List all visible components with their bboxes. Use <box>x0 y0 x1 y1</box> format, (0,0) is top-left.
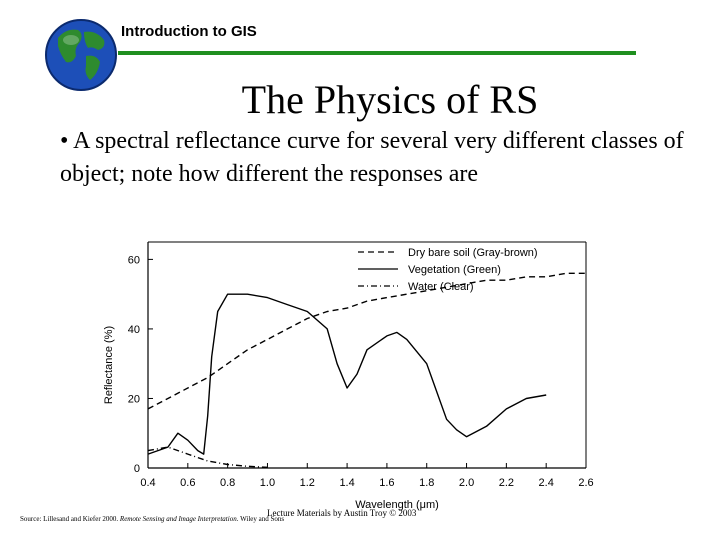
source-citation: Source: Lillesand and Kiefer 2000. Remot… <box>20 515 284 523</box>
x-tick-label: 0.8 <box>220 477 235 489</box>
x-tick-label: 2.6 <box>578 477 593 489</box>
y-tick-label: 0 <box>134 463 140 475</box>
bullet-text: • A spectral reflectance curve for sever… <box>60 128 684 187</box>
source-suffix: . Wiley and Sons <box>236 515 285 523</box>
source-title: Remote Sensing and Image Interpretation <box>119 515 237 523</box>
x-tick-label: 1.2 <box>300 477 315 489</box>
header-rule <box>118 51 636 55</box>
y-tick-label: 20 <box>128 393 140 405</box>
globe-logo <box>44 18 118 92</box>
y-tick-label: 60 <box>128 254 140 266</box>
x-tick-label: 1.6 <box>379 477 394 489</box>
series-line-1 <box>147 272 586 410</box>
x-tick-label: 2.2 <box>499 477 514 489</box>
source-prefix: Source: Lillesand and Kiefer 2000. <box>20 515 120 523</box>
legend-label-2: Vegetation (Green) <box>408 264 501 276</box>
series-line-3 <box>147 446 268 468</box>
y-tick-label: 40 <box>128 324 140 336</box>
series-line-2 <box>147 293 547 455</box>
x-tick-label: 1.0 <box>260 477 275 489</box>
x-tick-label: 2.4 <box>539 477 554 489</box>
legend-label-1: Dry bare soil (Gray-brown) <box>408 247 538 259</box>
x-tick-label: 1.8 <box>419 477 434 489</box>
x-tick-label: 2.0 <box>459 477 474 489</box>
legend-label-3: Water (Clear) <box>408 281 474 293</box>
x-tick-label: 0.6 <box>180 477 195 489</box>
x-tick-label: 0.4 <box>140 477 155 489</box>
x-axis-label: Wavelength (μm) <box>355 499 439 511</box>
course-title: Introduction to GIS <box>121 23 257 40</box>
lecture-credit: Lecture Materials by Austin Troy © 2003 <box>267 508 417 518</box>
y-axis-label: Reflectance (%) <box>103 326 115 404</box>
x-tick-label: 1.4 <box>339 477 354 489</box>
slide-title: The Physics of RS <box>241 77 539 122</box>
spectral-reflectance-chart: 0.4 0.6 0.8 1.0 1.2 1.4 1.6 1.8 2.0 2.2 2.4 2.6 0 20 4… <box>103 241 594 511</box>
